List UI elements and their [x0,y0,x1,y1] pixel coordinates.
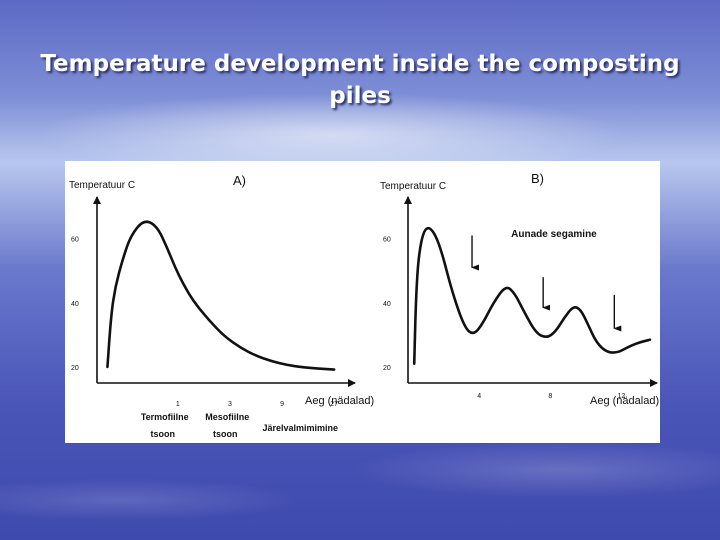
charts-svg: Temperatuur C A) Aeg (nädalad) 20 40 60 1 3 9 27 T… [69,171,659,439]
x-tick-label: 27 [330,401,338,408]
chart-panel: Temperatuur C A) Aeg (nädalad) 20 40 60 1 3 9 27 T… [65,161,660,443]
x-tick-label: 9 [280,401,284,408]
series-line [412,226,652,366]
x-tick-label: 1 [176,401,180,408]
y-tick-label: 20 [383,365,391,372]
chart-label: B) [531,171,544,186]
chart-a: Temperatuur C A) Aeg (nädalad) 20 40 60 1 3 9 27 T… [69,173,374,439]
zone-label: Termofiilne [141,412,189,422]
zone-label: Mesofiilne [205,412,249,422]
y-tick-label: 40 [383,301,391,308]
chart-b: Temperatuur C B) Aeg (nädalad) 20 40 60 4 8 12 Au… [380,171,659,407]
series-line [106,220,336,371]
annotation-label: Aunade segamine [511,229,597,240]
zone-label: tsoon [151,429,176,439]
x-axis-label: Aeg (nädalad) [305,395,374,407]
y-axis-label: Temperatuur C [380,181,446,192]
x-tick-label: 3 [228,401,232,408]
y-tick-label: 40 [71,301,79,308]
x-axis-label: Aeg (nädalad) [590,395,659,407]
x-tick-label: 8 [548,393,552,400]
zone-label: tsoon [213,429,238,439]
x-tick-label: 12 [618,393,626,400]
zone-label: Järelvalmimimine [262,423,338,433]
y-tick-label: 20 [71,365,79,372]
y-tick-label: 60 [383,237,391,244]
y-axis-label: Temperatuur C [69,180,135,191]
x-tick-label: 4 [477,393,481,400]
chart-label: A) [233,173,246,188]
slide-title: Temperature development inside the compo… [40,51,680,109]
y-tick-label: 60 [71,237,79,244]
